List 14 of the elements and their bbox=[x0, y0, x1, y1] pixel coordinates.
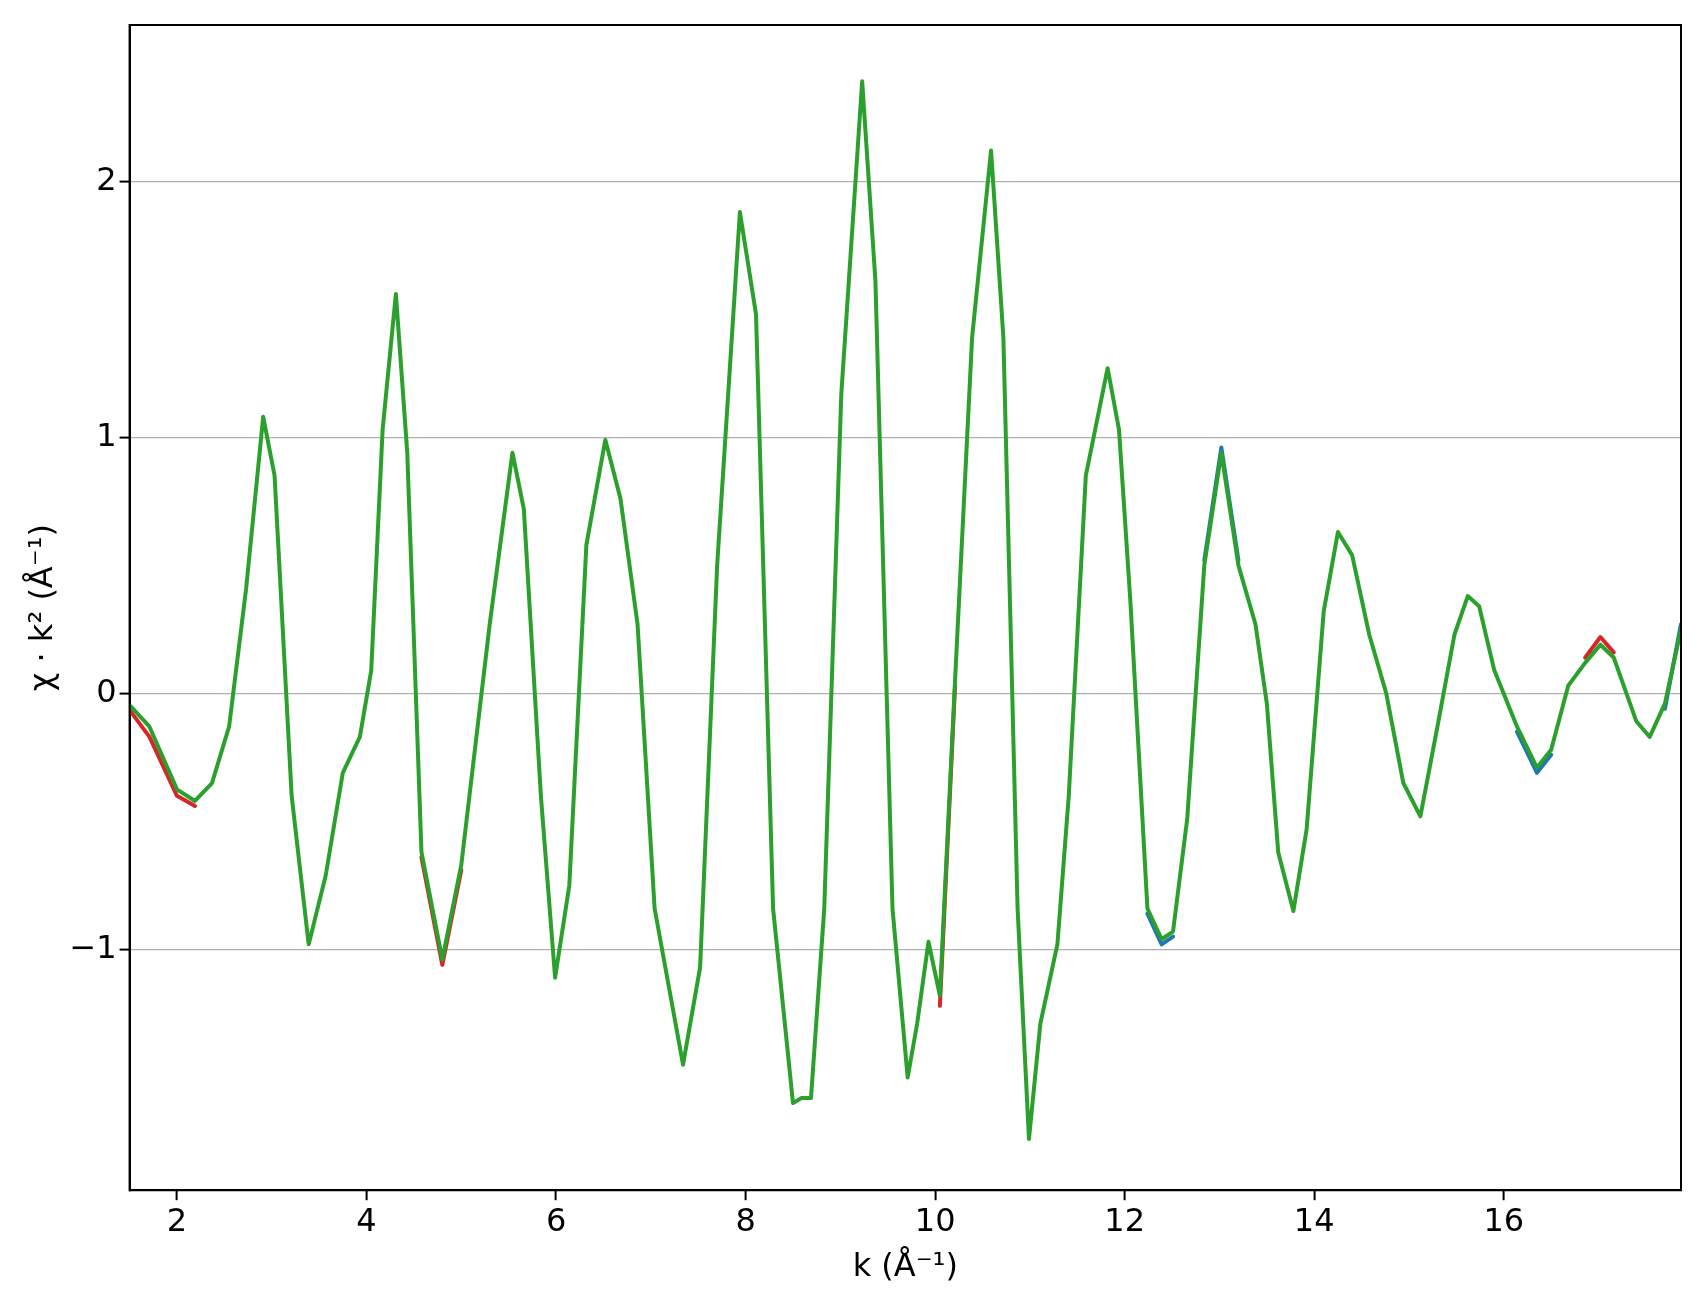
y-tick-label: 1 bbox=[96, 415, 117, 454]
x-tick-label: 6 bbox=[545, 1200, 567, 1239]
x-axis-title: k (Å⁻¹) bbox=[852, 1246, 958, 1285]
y-tick-label: 0 bbox=[96, 671, 117, 710]
y-tick-label: 2 bbox=[96, 159, 117, 198]
x-tick-label: 8 bbox=[735, 1200, 756, 1239]
x-tick-label: 10 bbox=[914, 1200, 956, 1239]
y-tick-label: −1 bbox=[69, 927, 117, 966]
x-tick-label: 2 bbox=[166, 1200, 188, 1239]
x-tick-label: 4 bbox=[356, 1200, 377, 1239]
x-tick-label: 14 bbox=[1293, 1200, 1335, 1239]
x-tick-label: 16 bbox=[1483, 1200, 1525, 1239]
y-axis-title: χ · k² (Å⁻¹) bbox=[21, 524, 60, 692]
x-tick-label: 12 bbox=[1104, 1200, 1146, 1239]
